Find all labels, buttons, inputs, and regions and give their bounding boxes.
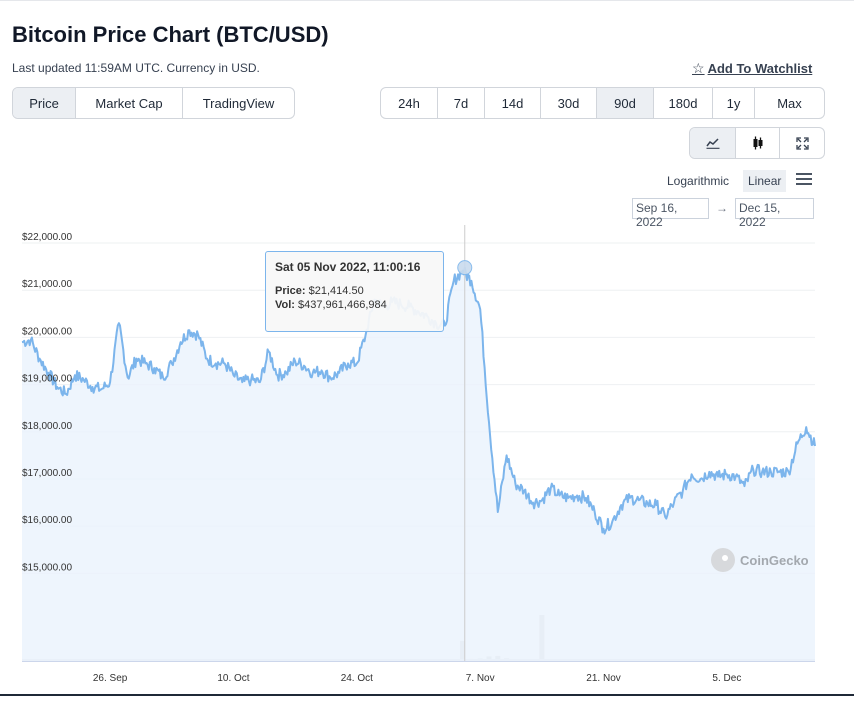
x-tick-label: 5. Dec <box>712 673 741 684</box>
tooltip-vol-label: Vol: <box>275 299 295 311</box>
last-updated-text: Last updated 11:59AM UTC. Currency in US… <box>12 61 260 75</box>
star-icon: ☆ <box>692 60 705 76</box>
y-tick-label: $17,000.00 <box>22 468 72 479</box>
y-tick-label: $21,000.00 <box>22 279 72 290</box>
top-divider <box>0 0 854 1</box>
hover-marker <box>457 260 473 276</box>
y-tick-label: $15,000.00 <box>22 562 72 573</box>
y-tick-label: $16,000.00 <box>22 515 72 526</box>
date-arrow: → <box>716 201 728 215</box>
x-tick-label: 24. Oct <box>341 673 373 684</box>
range-1y[interactable]: 1y <box>713 88 755 118</box>
coingecko-logo-icon <box>711 548 735 572</box>
range-7d[interactable]: 7d <box>438 88 485 118</box>
y-tick-label: $18,000.00 <box>22 421 72 432</box>
add-to-watchlist-link[interactable]: ☆ Add To Watchlist <box>692 60 812 77</box>
tooltip-price-label: Price: <box>275 285 306 297</box>
price-area <box>22 267 815 661</box>
watchlist-label: Add To Watchlist <box>707 61 813 76</box>
x-tick-label: 10. Oct <box>217 673 249 684</box>
line-chart-icon[interactable] <box>690 128 736 158</box>
linear-toggle[interactable]: Linear <box>743 170 787 192</box>
date-from-input[interactable]: Sep 16, 2022 <box>632 198 709 229</box>
price-tooltip: Sat 05 Nov 2022, 11:00:16 Price: $21,414… <box>265 251 444 332</box>
fullscreen-icon[interactable] <box>780 128 824 158</box>
chart-type-tabs: Price Market Cap TradingView <box>12 87 295 119</box>
date-to-input[interactable]: Dec 15, 2022 <box>735 198 814 229</box>
x-tick-label: 26. Sep <box>93 673 128 684</box>
date-range-picker: Sep 16, 2022 → Dec 15, 2022 <box>0 198 854 229</box>
range-tabs: 24h 7d 14d 30d 90d 180d 1y Max <box>380 87 825 119</box>
watermark-text: CoinGecko <box>740 552 809 568</box>
y-tick-label: $22,000.00 <box>22 232 72 243</box>
range-max[interactable]: Max <box>777 95 802 111</box>
x-axis-labels: 26. Sep 10. Oct 24. Oct 7. Nov 21. Nov 5. Dec <box>93 673 741 684</box>
y-tick-label: $20,000.00 <box>22 326 72 337</box>
candlestick-icon[interactable] <box>736 128 780 158</box>
range-14d[interactable]: 14d <box>485 88 541 118</box>
scale-controls: Logarithmic Linear <box>0 169 854 193</box>
tab-market-cap[interactable]: Market Cap <box>76 88 183 118</box>
y-axis-labels: $15,000.00 $16,000.00 $17,000.00 $18,000.00… <box>22 232 72 573</box>
chart-view-toggle <box>689 127 825 159</box>
x-tick-label: 7. Nov <box>466 673 495 684</box>
range-30d[interactable]: 30d <box>541 88 597 118</box>
coingecko-watermark: CoinGecko <box>711 548 809 572</box>
range-90d[interactable]: 90d <box>597 88 654 118</box>
bottom-border <box>0 694 854 701</box>
logarithmic-toggle[interactable]: Logarithmic <box>667 174 730 188</box>
x-tick-label: 21. Nov <box>586 673 620 684</box>
tooltip-date: Sat 05 Nov 2022, 11:00:16 <box>275 260 421 274</box>
hamburger-menu-icon[interactable] <box>796 173 812 187</box>
tab-price[interactable]: Price <box>13 88 76 118</box>
tab-tradingview[interactable]: TradingView <box>202 95 275 111</box>
range-24h[interactable]: 24h <box>381 88 438 118</box>
range-180d[interactable]: 180d <box>654 88 713 118</box>
y-tick-label: $19,000.00 <box>22 374 72 385</box>
tooltip-price-value: $21,414.50 <box>308 285 364 297</box>
page-title: Bitcoin Price Chart (BTC/USD) <box>12 22 329 47</box>
tooltip-vol-value: $437,961,466,984 <box>298 299 387 311</box>
